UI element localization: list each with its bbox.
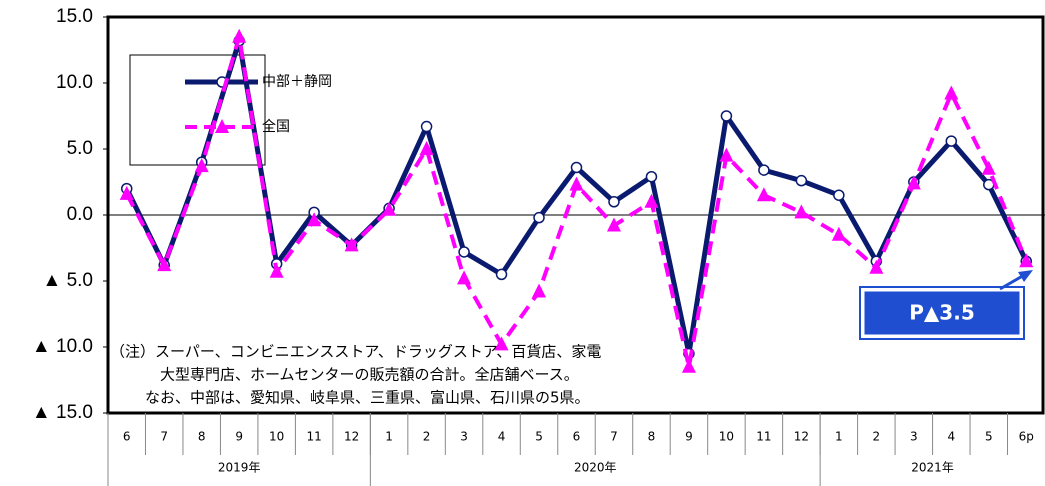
x-tick-label: 1 bbox=[835, 430, 843, 444]
note: （注）スーパー、コンビニエンスストア、ドラッグストア、百貨店、家電 bbox=[110, 343, 601, 361]
x-tick-label: 11 bbox=[756, 430, 771, 444]
y-tick-label: 10.0 bbox=[56, 72, 93, 93]
x-tick-label: 1 bbox=[385, 430, 393, 444]
marker bbox=[420, 120, 433, 133]
x-tick-label: 8 bbox=[648, 430, 656, 444]
marker bbox=[382, 201, 397, 216]
y-tick-label: 5.0 bbox=[67, 138, 93, 159]
x-tick-label: 8 bbox=[198, 430, 206, 444]
marker bbox=[458, 246, 470, 258]
year-label: 2020年 bbox=[574, 461, 617, 475]
x-tick-label: 9 bbox=[235, 430, 243, 444]
x-tick-label: 5 bbox=[985, 430, 993, 444]
note: なお、中部は、愛知県、岐阜県、三重県、富山県、石川県の5県。 bbox=[145, 389, 590, 407]
marker bbox=[119, 185, 134, 200]
x-tick-label: 5 bbox=[535, 430, 543, 444]
x-tick-label: 11 bbox=[306, 430, 321, 444]
marker bbox=[569, 176, 584, 191]
marker bbox=[720, 110, 733, 122]
marker bbox=[419, 141, 434, 155]
marker bbox=[570, 161, 583, 174]
marker bbox=[981, 160, 996, 175]
marker bbox=[269, 263, 284, 278]
marker bbox=[906, 175, 921, 190]
marker bbox=[495, 268, 508, 281]
marker bbox=[608, 196, 620, 208]
marker bbox=[756, 187, 771, 202]
marker bbox=[833, 189, 845, 201]
legend-marker bbox=[215, 119, 229, 133]
x-tick-label: 6 bbox=[123, 430, 131, 444]
callout-box bbox=[861, 288, 1023, 338]
x-tick-label: 6 bbox=[573, 430, 581, 444]
x-tick-label: 12 bbox=[344, 430, 359, 444]
x-tick-label: 7 bbox=[610, 430, 618, 444]
x-tick-label: 7 bbox=[160, 430, 168, 444]
callout-border bbox=[859, 286, 1025, 340]
marker bbox=[644, 193, 659, 208]
y-tick-label: ▲ 10.0 bbox=[32, 336, 93, 357]
marker bbox=[681, 358, 696, 373]
marker bbox=[795, 174, 808, 187]
y-tick-label: ▲ 5.0 bbox=[43, 270, 94, 291]
y-tick-label: 15.0 bbox=[56, 6, 93, 27]
marker bbox=[869, 259, 884, 274]
marker bbox=[457, 270, 472, 285]
y-tick-label: 0.0 bbox=[67, 204, 93, 225]
x-tick-label: 2 bbox=[423, 430, 431, 444]
marker bbox=[344, 237, 359, 252]
marker bbox=[945, 135, 958, 147]
x-tick-label: 12 bbox=[794, 430, 809, 444]
marker bbox=[194, 158, 209, 173]
x-tick-label: 10 bbox=[269, 430, 284, 444]
marker bbox=[758, 164, 770, 176]
callout-text: P▲3.5 bbox=[909, 301, 974, 325]
marker bbox=[794, 204, 809, 219]
x-tick-label: 9 bbox=[685, 430, 693, 444]
year-label: 2019年 bbox=[218, 461, 261, 475]
marker bbox=[307, 212, 322, 227]
note: 大型専門店、ホームセンターの販売額の合計。全店舗ベース。 bbox=[160, 366, 579, 384]
marker bbox=[232, 28, 247, 43]
marker bbox=[157, 257, 172, 272]
marker bbox=[532, 283, 547, 298]
marker bbox=[606, 217, 621, 232]
x-tick-label: 6p bbox=[1019, 430, 1034, 444]
x-tick-label: 4 bbox=[947, 430, 955, 444]
marker bbox=[831, 226, 846, 241]
marker bbox=[1019, 253, 1034, 268]
marker bbox=[719, 147, 734, 162]
x-tick-label: 2 bbox=[873, 430, 881, 444]
marker bbox=[944, 85, 959, 100]
legend-label: 全国 bbox=[262, 118, 290, 135]
marker bbox=[645, 170, 658, 183]
marker bbox=[494, 336, 509, 351]
year-label: 2021年 bbox=[911, 461, 954, 475]
x-tick-label: 3 bbox=[460, 430, 468, 444]
x-tick-label: 3 bbox=[910, 430, 918, 444]
callout-arrowhead bbox=[1018, 270, 1033, 282]
marker bbox=[533, 211, 545, 224]
legend-label: 中部＋静岡 bbox=[262, 74, 332, 90]
x-tick-label: 4 bbox=[498, 430, 506, 444]
x-tick-label: 10 bbox=[719, 430, 734, 444]
y-tick-label: ▲ 15.0 bbox=[32, 402, 93, 423]
